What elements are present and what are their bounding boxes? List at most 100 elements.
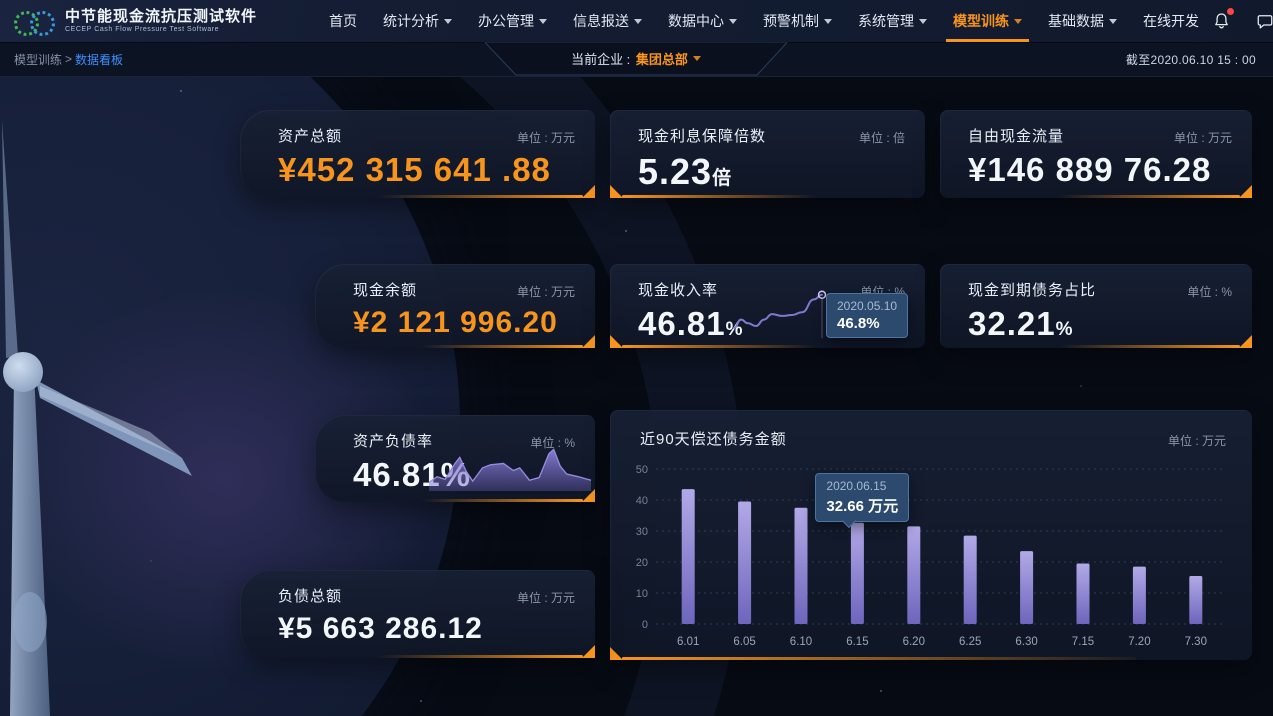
svg-text:50: 50 [636,464,648,476]
svg-text:0: 0 [642,619,648,631]
nav-item-5[interactable]: 数据中心 [655,0,750,42]
chevron-down-icon [444,18,452,24]
nav-item-7[interactable]: 系统管理 [845,0,940,42]
svg-text:6.20: 6.20 [903,636,925,648]
bar-chart-tooltip: 2020.06.15 32.66 万元 [815,472,910,522]
nav-item-1[interactable]: 首页 [316,0,370,42]
card-unit: 单位 : 倍 [858,131,905,145]
svg-text:40: 40 [636,495,648,507]
chevron-down-icon [824,18,832,24]
breadcrumb-current-link[interactable]: 数据看板 [75,52,124,67]
svg-text:7.20: 7.20 [1128,636,1150,648]
card-value: 46.81% [638,305,743,342]
card-corner-triangle [610,647,623,660]
tooltip-value: 32.66 万元 [826,497,899,515]
card-corner-triangle [582,335,595,348]
star [1080,385,1082,387]
cecep-logo-icon [14,8,56,36]
app-subtitle: CECEP Cash Flow Pressure Test Software [65,25,220,33]
sparkline-tooltip: 2020.05.10 46.8% [826,293,909,338]
svg-text:30: 30 [636,526,648,538]
svg-text:6.25: 6.25 [959,636,981,648]
card-title: 资产总额 [278,128,343,145]
nav-item-label: 数据中心 [668,13,724,29]
enterprise-trapezoid-shape [483,42,789,76]
svg-text:7.15: 7.15 [1072,636,1094,648]
chevron-down-icon [539,18,547,24]
breadcrumb-parent: 模型训练 [14,52,63,67]
chevron-down-icon [919,18,927,24]
card-value: ¥146 889 76.28 [968,151,1212,188]
card-value: ¥2 121 996.20 [353,306,558,339]
nav-item-4[interactable]: 信息报送 [560,0,655,42]
nav-item-3[interactable]: 办公管理 [465,0,560,42]
card-cash-balance: 现金余额 单位 : 万元 ¥2 121 996.20 [315,264,595,348]
svg-text:6.15: 6.15 [846,636,868,648]
logo-ring-blue [30,11,55,36]
card-title: 现金余额 [353,282,418,299]
chevron-down-icon [634,18,642,24]
card-corner-triangle [582,645,595,658]
as-of-timestamp: 截至2020.06.10 15 : 00 [1125,52,1256,67]
messages-button[interactable] [1255,12,1273,31]
notification-bell-button[interactable] [1212,8,1234,31]
svg-text:20: 20 [636,557,648,569]
nav-item-label: 系统管理 [858,13,914,29]
brand-text: 中节能现金流抗压测试软件 CECEP Cash Flow Pressure Te… [65,8,257,33]
card-free-cash-flow: 自由现金流量 单位 : 万元 ¥146 889 76.28 [940,110,1252,198]
card-cash-due-debt-ratio: 现金到期债务占比 单位 : % 32.21% [940,264,1252,348]
chart-title: 近90天偿还债务金额 [640,431,787,448]
card-title: 自由现金流量 [968,128,1065,145]
nav-item-9[interactable]: 基础数据 [1035,0,1130,42]
star [180,90,182,92]
app-title: 中节能现金流抗压测试软件 [65,8,258,26]
card-value: 32.21% [968,305,1073,342]
card-accent-line [420,499,583,502]
card-unit: 单位 : % [1187,285,1232,299]
card-debt-total: 负债总额 单位 : 万元 ¥5 663 286.12 [240,570,595,658]
nav-item-6[interactable]: 预警机制 [750,0,845,42]
nav-item-10[interactable]: 在线开发 [1130,0,1212,42]
card-title: 资产负债率 [353,433,434,450]
card-corner-triangle [1239,335,1252,348]
svg-text:7.30: 7.30 [1185,636,1207,648]
svg-text:6.10: 6.10 [790,636,812,648]
card-debt-repayment-chart: 近90天偿还债务金额 单位 : 万元 0 10 20 30 40 50 6.01 6.05 6.… [610,410,1252,660]
chat-bubble-icon [1257,14,1273,28]
brand: 中节能现金流抗压测试软件 CECEP Cash Flow Pressure Te… [0,8,276,36]
tooltip-value: 46.8% [837,315,880,332]
svg-text:10: 10 [636,588,648,600]
chevron-down-icon [1014,18,1022,24]
navbar-right: 大灰狼 [1212,0,1273,50]
card-accent-line [622,345,818,348]
main-nav: 首页 统计分析 办公管理 信息报送 数据中心 预警机制 系统管理 模型训练 基础数据 在线开发 [316,0,1212,42]
svg-text:6.05: 6.05 [733,636,755,648]
bell-icon [1215,13,1228,29]
tooltip-date: 2020.06.15 [826,478,887,493]
card-corner-triangle [610,335,623,348]
chevron-down-icon [692,56,701,61]
nav-item-2[interactable]: 统计分析 [370,0,465,42]
breadcrumb: 模型训练 > 数据看板 [14,42,123,76]
nav-item-label: 办公管理 [478,13,534,29]
enterprise-dropdown[interactable]: 集团总部 [636,49,701,68]
nav-item-8[interactable]: 模型训练 [940,0,1035,42]
card-value: 5.23倍 [638,151,732,192]
star [625,230,627,232]
tooltip-date: 2020.05.10 [837,299,898,313]
card-corner-triangle [610,185,623,198]
chevron-down-icon [729,18,737,24]
subheader-bar: 模型训练 > 数据看板 当前企业 : 集团总部 截至2020.06.10 15 … [0,42,1273,77]
star [880,690,882,692]
enterprise-label: 当前企业 : [571,52,631,67]
card-interest-coverage: 现金利息保障倍数 单位 : 倍 5.23倍 [610,110,925,198]
nav-item-label: 基础数据 [1048,13,1104,29]
wind-turbine-illustration [2,120,192,716]
card-cash-income-rate: 现金收入率 单位 : % 46.81% 2020.05.10 46.8% [610,264,925,348]
card-accent-line [622,657,1136,660]
bar-chart: 0 10 20 30 40 50 6.01 6.05 6.10 6.15 6.20 6.25 6.30 7… [636,464,1224,648]
card-accent-line [1059,195,1240,198]
notification-badge-dot [1227,8,1234,15]
enterprise-value: 集团总部 [635,52,688,67]
